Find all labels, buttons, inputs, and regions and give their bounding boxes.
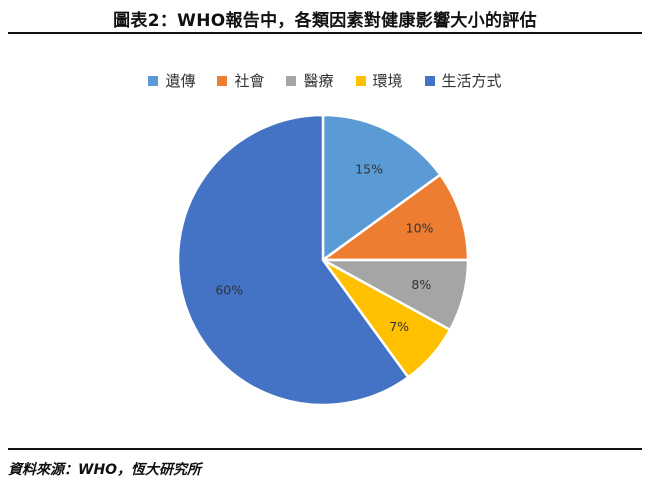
legend-label-environment: 環境 [372, 72, 403, 90]
slice-label-heredity: 15% [355, 162, 383, 177]
legend-label-social: 社會 [234, 72, 265, 90]
legend-item-medical: 醫療 [286, 70, 334, 91]
chart-title: 圖表2：WHO報告中，各類因素對健康影響大小的評估 [113, 11, 537, 31]
slice-label-medical: 8% [411, 277, 431, 292]
pie-slice-heredity [321, 113, 443, 263]
legend-label-heredity: 遺傳 [165, 72, 196, 90]
legend: 遺傳 社會 醫療 環境 生活方式 [0, 70, 650, 91]
legend-label-lifestyle: 生活方式 [441, 72, 502, 90]
slice-label-environment: 7% [389, 319, 409, 334]
legend-swatch-heredity [148, 75, 159, 86]
source-note: 資料來源：WHO，恆大研究所 [8, 462, 202, 478]
legend-item-lifestyle: 生活方式 [424, 70, 502, 91]
legend-swatch-medical [286, 75, 297, 86]
pie-slice-lifestyle [176, 113, 410, 407]
slice-label-social: 10% [406, 221, 434, 236]
legend-item-heredity: 遺傳 [148, 70, 195, 91]
legend-label-medical: 醫療 [303, 72, 334, 90]
legend-swatch-social [217, 75, 228, 86]
slice-label-lifestyle: 60% [215, 282, 243, 297]
legend-item-social: 社會 [217, 70, 264, 91]
pie-slice-social [319, 173, 470, 262]
legend-swatch-lifestyle [424, 75, 435, 86]
legend-item-environment: 環境 [355, 70, 403, 91]
legend-swatch-environment [355, 75, 366, 86]
title-rule [8, 32, 642, 34]
source-rule [8, 448, 642, 450]
